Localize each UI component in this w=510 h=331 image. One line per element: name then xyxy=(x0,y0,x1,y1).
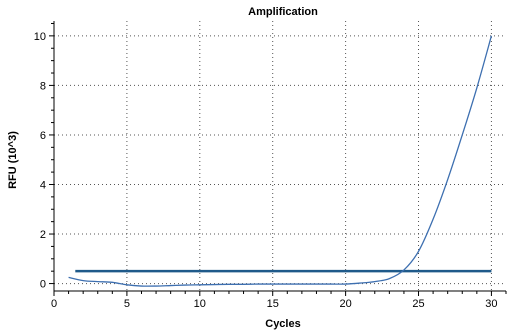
x-tick-label: 25 xyxy=(412,298,424,310)
x-axis-label: Cycles xyxy=(265,318,300,330)
grid-lines xyxy=(54,21,506,291)
y-tick-label: 4 xyxy=(40,179,46,191)
y-tick-label: 0 xyxy=(40,279,46,291)
series-layer xyxy=(68,35,493,287)
y-axis-label: RFU (10^3) xyxy=(7,131,19,189)
y-tick-label: 2 xyxy=(40,229,46,241)
amplification-curve xyxy=(68,35,493,287)
x-tick-label: 15 xyxy=(267,298,279,310)
y-tick-label: 10 xyxy=(34,31,46,43)
x-tick-label: 10 xyxy=(194,298,206,310)
x-tick-label: 20 xyxy=(339,298,351,310)
y-tick-label: 8 xyxy=(40,80,46,92)
x-tick-label: 5 xyxy=(124,298,130,310)
x-tick-label: 0 xyxy=(51,298,57,310)
chart-title: Amplification xyxy=(248,6,318,18)
x-tick-label: 30 xyxy=(485,298,497,310)
y-tick-label: 6 xyxy=(40,130,46,142)
axis-ticks: 0 5 10 15 20 25 30 0 2 4 6 8 10 xyxy=(34,22,507,310)
